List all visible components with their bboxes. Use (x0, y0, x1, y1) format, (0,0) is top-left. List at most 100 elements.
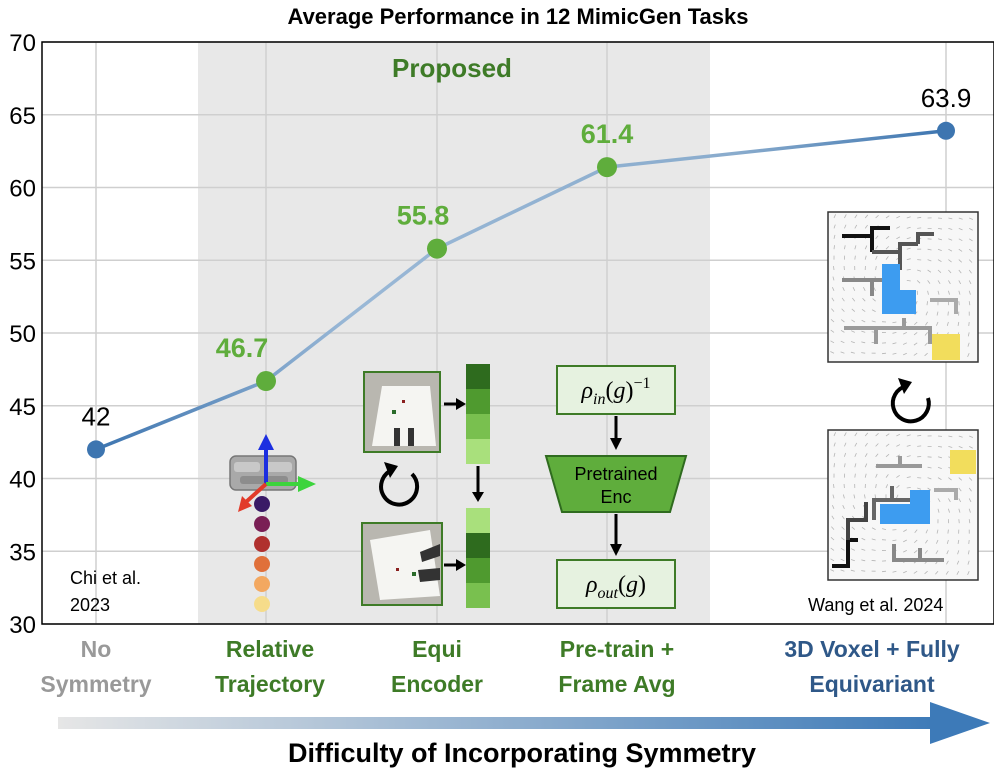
field-arrow (948, 259, 952, 263)
field-arrow (896, 474, 900, 478)
field-arrow (937, 446, 943, 448)
field-arrow (851, 526, 856, 530)
field-arrow (947, 529, 949, 534)
svg-text:ρin(g)−1: ρin(g)−1 (580, 375, 650, 408)
field-arrow (861, 319, 866, 323)
data-point (597, 157, 617, 178)
field-arrow (864, 432, 869, 437)
field-arrow (844, 442, 847, 447)
wang-citation: Wang et al. 2024 (808, 595, 943, 615)
feature-cell (466, 533, 490, 558)
rotate-icon (379, 462, 420, 507)
field-arrow (861, 308, 866, 312)
field-arrow (830, 340, 835, 344)
field-arrow (968, 280, 972, 285)
category-label: Symmetry (40, 671, 151, 697)
field-arrow (913, 342, 918, 346)
field-arrow (840, 537, 845, 541)
field-arrow (916, 280, 921, 284)
encoder-label-line1: Pretrained (574, 464, 657, 484)
field-arrow (948, 477, 952, 481)
field-arrow (840, 558, 845, 562)
data-value-label: 63.9 (921, 83, 972, 113)
field-arrow (864, 245, 868, 250)
field-arrow (948, 238, 953, 241)
field-arrow (852, 287, 856, 291)
field-arrow (864, 453, 868, 458)
feature-cell (466, 439, 490, 464)
feature-cell (466, 583, 490, 608)
field-arrow (842, 505, 845, 509)
trajectory-dot (254, 556, 270, 572)
data-point (937, 121, 955, 140)
field-arrow (914, 529, 918, 533)
field-arrow (862, 297, 866, 302)
field-arrow (913, 570, 918, 574)
field-arrow (936, 529, 939, 534)
field-arrow (892, 539, 897, 542)
field-arrow (906, 444, 911, 447)
field-arrow (948, 290, 950, 295)
field-arrow (968, 290, 971, 295)
field-arrow (874, 494, 876, 499)
field-arrow (841, 515, 845, 520)
arrow-enc-rho-head (610, 544, 622, 556)
category-label: 3D Voxel + Fully (784, 636, 960, 662)
field-arrow (927, 280, 931, 284)
field-arrow (968, 301, 971, 306)
field-arrow (831, 286, 835, 291)
field-arrow (844, 214, 847, 219)
field-arrow (831, 308, 835, 312)
field-arrow (892, 352, 897, 355)
plot-frame (41, 41, 994, 625)
field-arrow (833, 442, 836, 447)
field-arrow (913, 550, 918, 554)
field-arrow (903, 332, 907, 335)
field-arrow (864, 473, 867, 478)
field-arrow (892, 570, 897, 573)
field-arrow (885, 433, 890, 437)
field-arrow (948, 228, 953, 230)
data-value-label: 46.7 (216, 333, 269, 363)
field-arrow (885, 256, 889, 260)
feature-vector-bottom (466, 508, 490, 608)
field-arrow (833, 432, 836, 437)
field-arrow (844, 245, 846, 250)
field-arrow (948, 446, 953, 448)
field-arrow (885, 246, 890, 250)
field-arrow (841, 526, 845, 530)
field-arrow (892, 321, 897, 324)
field-arrow (925, 539, 928, 544)
field-arrow (830, 351, 835, 354)
field-arrow (948, 248, 953, 252)
category-label: Frame Avg (558, 671, 675, 697)
field-arrow (958, 435, 963, 438)
field-arrow (917, 487, 922, 490)
field-arrow (833, 214, 836, 219)
field-arrow (967, 332, 970, 337)
field-arrow (872, 298, 876, 302)
y-tick-label: 70 (9, 30, 36, 57)
field-arrow (896, 226, 901, 229)
field-arrow (906, 247, 911, 250)
field-arrow (830, 329, 835, 333)
field-arrow (917, 445, 922, 447)
field-arrow (906, 434, 911, 437)
field-arrow (937, 269, 942, 274)
field-arrow (882, 528, 887, 530)
field-arrow (924, 332, 928, 336)
field-arrow (917, 227, 922, 229)
y-tick-label: 50 (9, 321, 36, 348)
field-arrow (958, 238, 963, 242)
field-arrow (902, 570, 907, 574)
feature-vector-top (466, 364, 490, 464)
field-arrow (833, 224, 836, 229)
field-arrow (885, 215, 890, 219)
field-arrow (864, 442, 868, 447)
field-arrow (937, 228, 943, 230)
feature-cell (466, 364, 490, 389)
field-arrow (885, 484, 888, 489)
field-arrow (850, 351, 855, 354)
x-axis-label: Difficulty of Incorporating Symmetry (288, 738, 756, 768)
data-value-labels: 42 46.7 55.8 61.4 63.9 (82, 83, 972, 432)
